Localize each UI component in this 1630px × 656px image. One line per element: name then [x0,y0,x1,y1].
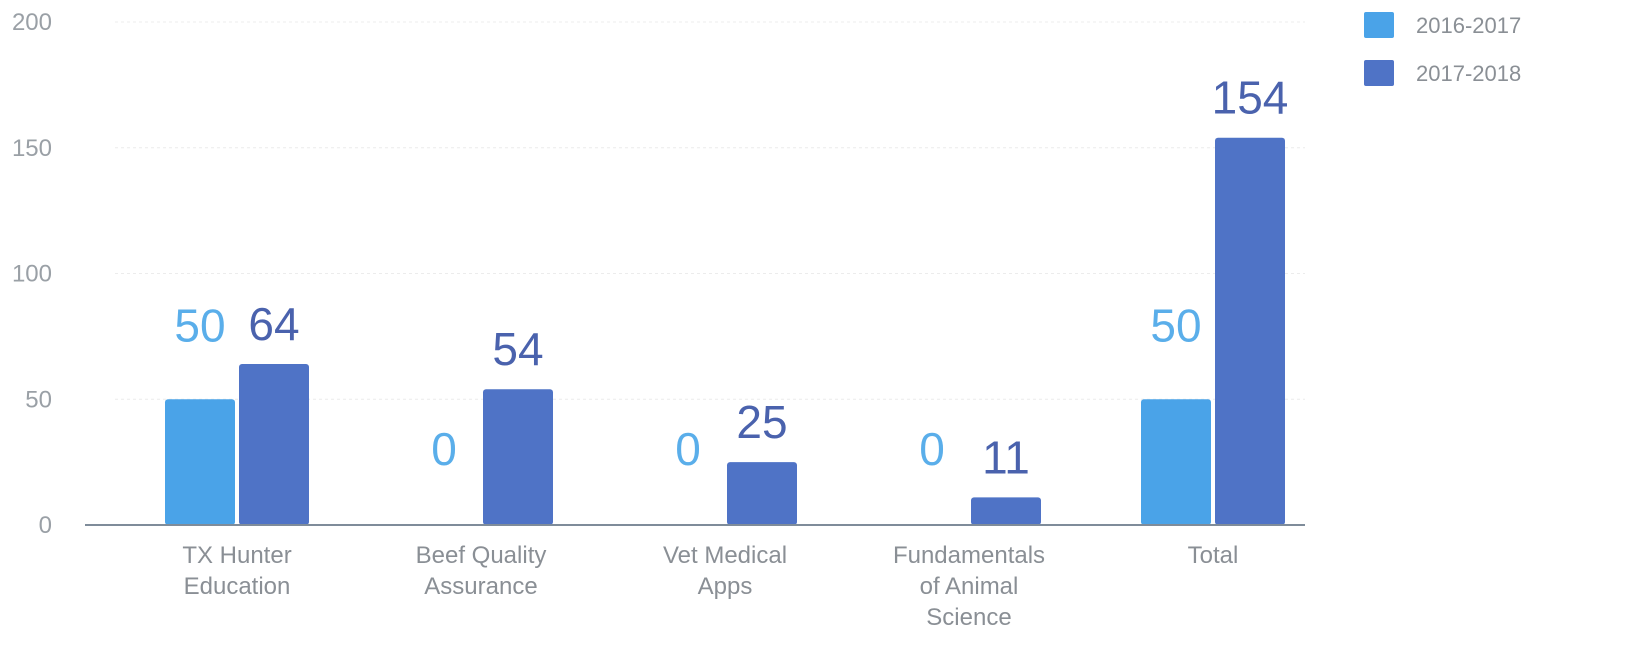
y-tick-label: 150 [12,135,52,162]
gridlines [115,21,1305,400]
y-tick-label: 0 [39,512,52,539]
bar-2017-2018-0 [239,364,309,525]
data-label-2016-2017-3: 0 [919,423,945,475]
y-tick-label: 100 [12,261,52,288]
bar-2017-2018-3 [971,497,1041,525]
x-tick-label: TX Hunter Education [182,542,291,600]
data-label-2016-2017-4: 50 [1150,299,1201,351]
bar-2016-2017-0 [165,399,235,525]
legend-label: 2017-2018 [1416,61,1521,86]
bar-2017-2018-2 [727,462,797,525]
bar-2017-2018-1 [483,389,553,525]
bar-2016-2017-4 [1141,399,1211,525]
bar-2017-2018-4 [1215,137,1285,525]
legend-swatch [1364,12,1394,38]
y-axis-ticks: 0 50 100 150 200 [12,9,52,539]
data-labels: 50 64 0 54 0 25 0 11 50 154 [174,72,1288,484]
legend-label: 2016-2017 [1416,13,1521,38]
data-label-2016-2017-1: 0 [431,423,457,475]
data-label-2017-2018-1: 54 [492,323,543,375]
legend: 2016-2017 2017-2018 [1364,12,1521,86]
x-tick-label: Beef Quality Assurance [416,542,547,600]
data-label-2017-2018-0: 64 [248,298,299,350]
x-tick-label: Vet Medical Apps [663,542,787,600]
x-tick-label: Total [1188,542,1239,569]
data-label-2016-2017-2: 0 [675,423,701,475]
y-tick-label: 200 [12,9,52,36]
data-label-2017-2018-2: 25 [736,396,787,448]
x-tick-label: Fundamentals of Animal Science [893,542,1045,631]
data-label-2017-2018-3: 11 [982,431,1030,483]
y-tick-label: 50 [25,386,52,413]
legend-swatch [1364,60,1394,86]
x-axis-labels: TX Hunter Education Beef Quality Assurance V… [182,542,1238,631]
data-label-2016-2017-0: 50 [174,299,225,351]
bars [165,137,1285,525]
data-label-2017-2018-4: 154 [1212,72,1289,124]
